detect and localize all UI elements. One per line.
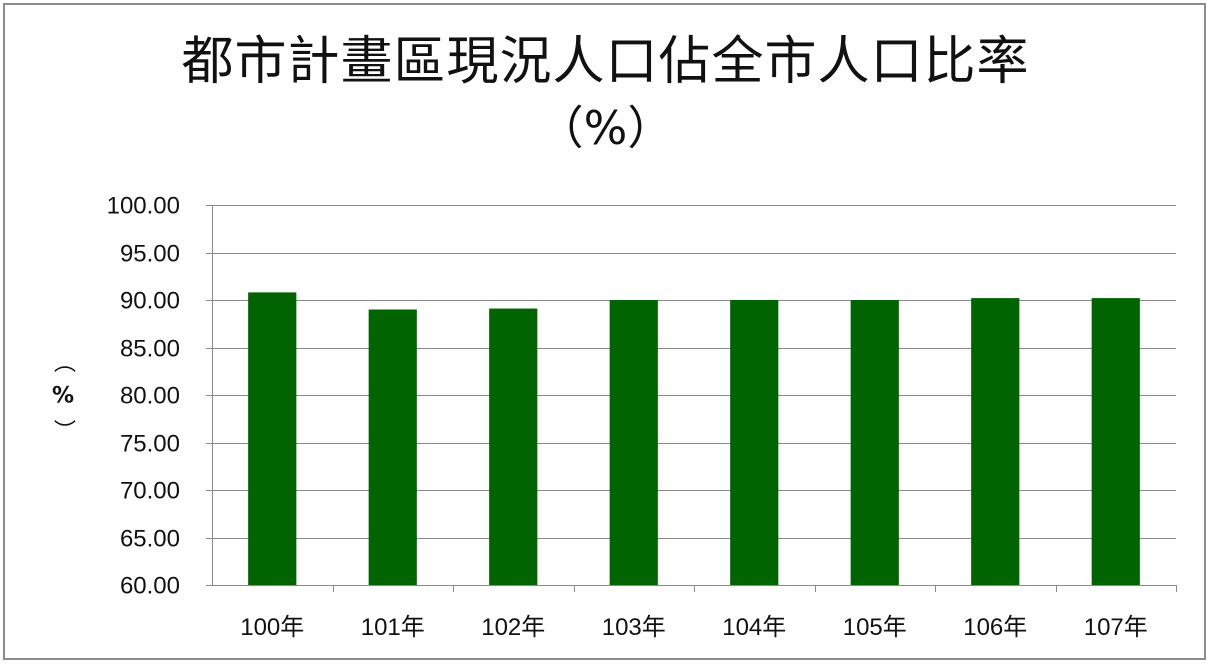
bar (248, 292, 297, 585)
bar (850, 300, 899, 585)
y-tick-label: 65.00 (120, 526, 180, 553)
bar (609, 300, 658, 585)
y-tick-label: 70.00 (120, 478, 180, 505)
x-tick-label: 105年 (843, 614, 907, 641)
gridlines (212, 205, 1176, 586)
chart-subtitle: （%） (537, 101, 674, 155)
y-tick-label: 60.00 (120, 573, 180, 600)
y-axis-title-char: % (52, 384, 74, 409)
y-tick-label: 75.00 (120, 431, 180, 458)
x-tick-labels: 100年 101年 102年 103年 104年 105年 106年 107年 (240, 614, 1148, 641)
bar (971, 298, 1020, 585)
y-axis-title-char: （ (51, 351, 76, 373)
bar (1091, 298, 1140, 585)
bar (489, 308, 538, 585)
y-tick-label: 100.00 (107, 193, 180, 220)
bars (248, 292, 1140, 585)
chart-title: 都市計畫區現況人口佔全市人口比率 (181, 32, 1030, 92)
y-tick-label: 95.00 (120, 241, 180, 268)
x-tick-label: 102年 (481, 614, 545, 641)
y-axis-title: （% ） (51, 351, 76, 441)
x-tick-label: 107年 (1084, 614, 1148, 641)
y-tick-labels: 60.00 65.00 70.00 75.00 80.00 85.00 90.00 95.00… (107, 193, 180, 600)
x-tick-label: 100年 (240, 614, 304, 641)
x-tick-label: 104年 (722, 614, 786, 641)
x-tick-label: 101年 (361, 614, 425, 641)
axes (206, 205, 1177, 592)
bar (368, 309, 417, 585)
y-tick-label: 80.00 (120, 383, 180, 410)
bar (730, 300, 779, 585)
y-tick-label: 85.00 (120, 336, 180, 363)
x-tick-label: 106年 (963, 614, 1027, 641)
y-tick-label: 90.00 (120, 288, 180, 315)
y-axis-title-char: ） (51, 419, 76, 441)
x-tick-label: 103年 (602, 614, 666, 641)
